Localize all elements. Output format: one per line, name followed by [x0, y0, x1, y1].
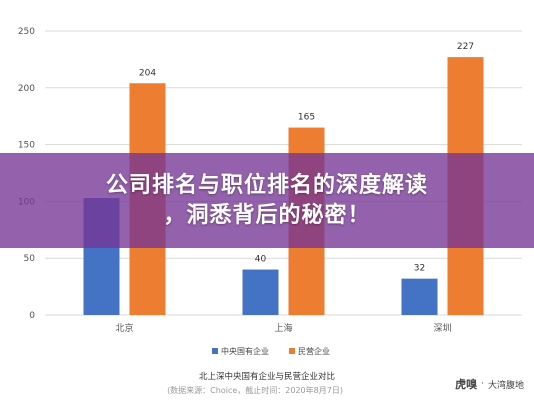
watermark-logo: 虎嗅: [455, 378, 478, 391]
headline-line-2: ，洞悉背后的秘密！: [163, 202, 371, 228]
x-category-label: 北京: [115, 322, 133, 334]
y-tick-label: 50: [24, 254, 36, 264]
x-axis-categories: 北京 上海 深圳: [115, 322, 451, 334]
data-label: 32: [414, 264, 425, 274]
y-tick-label: 250: [18, 27, 35, 37]
chart-source: (数据来源：Choice，截止时间：2020年8月7日): [167, 385, 343, 395]
y-tick-label: 150: [18, 141, 35, 151]
watermark: 虎嗅 · 大湾腹地: [455, 376, 524, 392]
headline-line-1: 公司排名与职位排名的深度解读: [105, 172, 428, 198]
legend-swatch: [289, 348, 295, 354]
data-label: 204: [139, 68, 156, 78]
bar: [401, 278, 438, 315]
data-label: 40: [255, 255, 267, 265]
data-labels: 204 40 165 32 227: [139, 42, 474, 274]
bar: [242, 269, 279, 315]
chart-title: 北上深中央国有企业与民营企业对比: [199, 371, 335, 382]
legend-label: 中央国有企业: [221, 346, 269, 356]
headline-banner: 公司排名与职位排名的深度解读 ，洞悉背后的秘密！: [0, 153, 534, 248]
watermark-separator: ·: [481, 379, 484, 389]
legend-swatch: [212, 348, 218, 354]
y-tick-label: 200: [18, 84, 35, 94]
x-category-label: 上海: [274, 322, 292, 334]
x-category-label: 深圳: [433, 323, 451, 334]
y-tick-label: 0: [29, 311, 35, 321]
legend-label: 民营企业: [298, 346, 330, 356]
watermark-text: 大湾腹地: [487, 380, 524, 391]
data-label: 227: [457, 42, 474, 52]
legend: 中央国有企业 民营企业: [212, 346, 330, 356]
data-label: 165: [298, 113, 315, 123]
